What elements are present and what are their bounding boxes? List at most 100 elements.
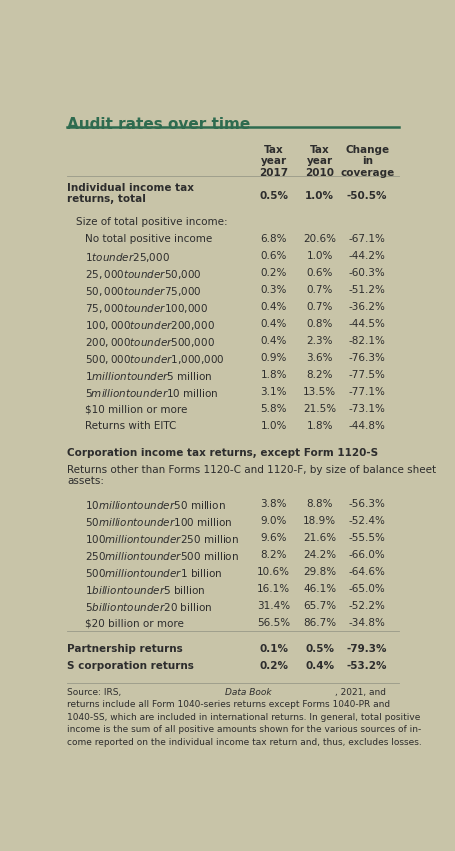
Text: Individual income tax
returns, total: Individual income tax returns, total	[67, 183, 194, 204]
Text: $50,000 to under $75,000: $50,000 to under $75,000	[85, 285, 202, 298]
Text: 9.6%: 9.6%	[261, 533, 287, 543]
Text: 5.8%: 5.8%	[261, 404, 287, 414]
Text: 0.7%: 0.7%	[306, 302, 333, 312]
Text: 0.1%: 0.1%	[259, 644, 288, 654]
Text: 3.1%: 3.1%	[261, 387, 287, 397]
Text: 0.5%: 0.5%	[305, 644, 334, 654]
Text: $500,000 to under $1,000,000: $500,000 to under $1,000,000	[85, 353, 225, 366]
Text: -73.1%: -73.1%	[349, 404, 386, 414]
Text: 0.9%: 0.9%	[261, 353, 287, 363]
Text: 24.2%: 24.2%	[303, 550, 336, 560]
Text: $1 million to under $5 million: $1 million to under $5 million	[85, 370, 212, 382]
Text: 1.8%: 1.8%	[261, 370, 287, 380]
Text: -65.0%: -65.0%	[349, 584, 385, 594]
Text: 18.9%: 18.9%	[303, 516, 336, 526]
Text: -64.6%: -64.6%	[349, 567, 386, 577]
Text: $20 billion or more: $20 billion or more	[85, 618, 184, 628]
Text: Corporation income tax returns, except Form 1120-S: Corporation income tax returns, except F…	[67, 448, 379, 458]
Text: 1.0%: 1.0%	[261, 421, 287, 431]
Text: $1 billion to under $5 billion: $1 billion to under $5 billion	[85, 584, 206, 596]
Text: 0.2%: 0.2%	[261, 268, 287, 278]
Text: 46.1%: 46.1%	[303, 584, 336, 594]
Text: $5 million to under $10 million: $5 million to under $10 million	[85, 387, 219, 399]
Text: 21.5%: 21.5%	[303, 404, 336, 414]
Text: -55.5%: -55.5%	[349, 533, 386, 543]
Text: $250 million to under $500 million: $250 million to under $500 million	[85, 550, 239, 562]
Text: Partnership returns: Partnership returns	[67, 644, 183, 654]
Text: 0.6%: 0.6%	[306, 268, 333, 278]
Text: -44.8%: -44.8%	[349, 421, 386, 431]
Text: 0.4%: 0.4%	[305, 661, 334, 671]
Text: come reported on the individual income tax return and, thus, excludes losses.: come reported on the individual income t…	[67, 738, 422, 746]
Text: 0.8%: 0.8%	[306, 319, 333, 329]
Text: -77.5%: -77.5%	[349, 370, 386, 380]
Text: Change
in
coverage: Change in coverage	[340, 145, 394, 178]
Text: 0.4%: 0.4%	[261, 336, 287, 346]
Text: -82.1%: -82.1%	[349, 336, 386, 346]
Text: S corporation returns: S corporation returns	[67, 661, 194, 671]
Text: 0.4%: 0.4%	[261, 302, 287, 312]
Text: $50 million to under $100 million: $50 million to under $100 million	[85, 516, 233, 528]
Text: -36.2%: -36.2%	[349, 302, 386, 312]
Text: 0.6%: 0.6%	[261, 251, 287, 261]
Text: -52.2%: -52.2%	[349, 601, 386, 611]
Text: returns include all Form 1040-series returns except Forms 1040-PR and: returns include all Form 1040-series ret…	[67, 700, 390, 710]
Text: 29.8%: 29.8%	[303, 567, 336, 577]
Text: 21.6%: 21.6%	[303, 533, 336, 543]
Text: 9.0%: 9.0%	[261, 516, 287, 526]
Text: -66.0%: -66.0%	[349, 550, 385, 560]
Text: -50.5%: -50.5%	[347, 191, 388, 201]
Text: 1040-SS, which are included in international returns. In general, total positive: 1040-SS, which are included in internati…	[67, 713, 421, 722]
Text: $10 million or more: $10 million or more	[85, 404, 187, 414]
Text: $200,000 to under $500,000: $200,000 to under $500,000	[85, 336, 215, 349]
Text: $10 million to under $50 million: $10 million to under $50 million	[85, 499, 226, 511]
Text: 1.0%: 1.0%	[306, 251, 333, 261]
Text: 10.6%: 10.6%	[257, 567, 290, 577]
Text: 3.6%: 3.6%	[306, 353, 333, 363]
Text: 8.2%: 8.2%	[261, 550, 287, 560]
Text: -77.1%: -77.1%	[349, 387, 386, 397]
Text: 86.7%: 86.7%	[303, 618, 336, 628]
Text: $500 million to under $1 billion: $500 million to under $1 billion	[85, 567, 222, 579]
Text: 65.7%: 65.7%	[303, 601, 336, 611]
Text: -79.3%: -79.3%	[347, 644, 388, 654]
Text: Size of total positive income:: Size of total positive income:	[76, 217, 228, 227]
Text: -76.3%: -76.3%	[349, 353, 386, 363]
Text: $100,000 to under $200,000: $100,000 to under $200,000	[85, 319, 215, 332]
Text: 1.8%: 1.8%	[306, 421, 333, 431]
Text: No total positive income: No total positive income	[85, 234, 212, 244]
Text: $75,000 to under $100,000: $75,000 to under $100,000	[85, 302, 208, 315]
Text: -34.8%: -34.8%	[349, 618, 386, 628]
Text: 0.3%: 0.3%	[261, 285, 287, 295]
Text: 0.5%: 0.5%	[259, 191, 288, 201]
Text: 1.0%: 1.0%	[305, 191, 334, 201]
Text: $100 million to under $250 million: $100 million to under $250 million	[85, 533, 239, 545]
Text: -44.2%: -44.2%	[349, 251, 386, 261]
Text: $1 to under $25,000: $1 to under $25,000	[85, 251, 170, 264]
Text: $25,000 to under $50,000: $25,000 to under $50,000	[85, 268, 202, 281]
Text: -51.2%: -51.2%	[349, 285, 386, 295]
Text: -67.1%: -67.1%	[349, 234, 386, 244]
Text: 31.4%: 31.4%	[257, 601, 290, 611]
Text: $5 billion to under $20 billion: $5 billion to under $20 billion	[85, 601, 212, 613]
Text: 56.5%: 56.5%	[257, 618, 290, 628]
Text: 8.2%: 8.2%	[306, 370, 333, 380]
Text: Source: IRS,: Source: IRS,	[67, 688, 125, 697]
Text: -52.4%: -52.4%	[349, 516, 386, 526]
Text: 16.1%: 16.1%	[257, 584, 290, 594]
Text: Returns other than Forms 1120-C and 1120-F, by size of balance sheet
assets:: Returns other than Forms 1120-C and 1120…	[67, 465, 437, 486]
Text: 3.8%: 3.8%	[261, 499, 287, 509]
Text: Audit rates over time: Audit rates over time	[67, 117, 251, 132]
Text: Tax
year
2017: Tax year 2017	[259, 145, 288, 178]
Text: income is the sum of all positive amounts shown for the various sources of in-: income is the sum of all positive amount…	[67, 725, 422, 734]
Text: Data Book: Data Book	[225, 688, 272, 697]
Text: -60.3%: -60.3%	[349, 268, 385, 278]
Text: 6.8%: 6.8%	[261, 234, 287, 244]
Text: 0.7%: 0.7%	[306, 285, 333, 295]
Text: , 2021, and: , 2021, and	[335, 688, 389, 697]
Text: 0.2%: 0.2%	[259, 661, 288, 671]
Text: Tax
year
2010: Tax year 2010	[305, 145, 334, 178]
Text: -53.2%: -53.2%	[347, 661, 388, 671]
Text: -44.5%: -44.5%	[349, 319, 386, 329]
Text: 2.3%: 2.3%	[306, 336, 333, 346]
